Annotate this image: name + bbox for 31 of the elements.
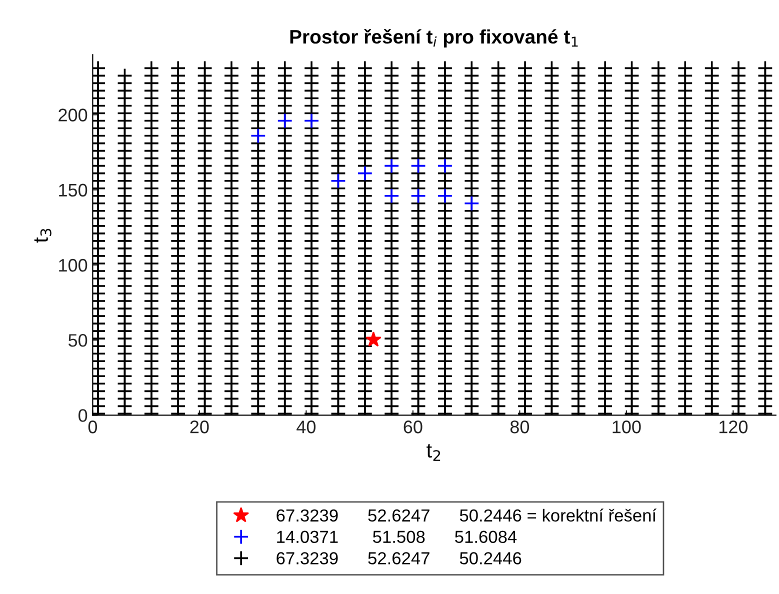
legend-label: 67.3239 52.6247 50.2446 bbox=[276, 552, 522, 564]
y-tick-label: 100 bbox=[59, 258, 88, 272]
point bbox=[365, 331, 382, 347]
x-tick-label: 0 bbox=[88, 420, 98, 434]
point bbox=[276, 112, 293, 129]
legend-label: 14.0371 51.508 51.6084 bbox=[277, 530, 517, 544]
y-axis-title: t$_{3}$ bbox=[34, 228, 52, 243]
x-tick-label: 20 bbox=[190, 420, 209, 434]
chart-title: Prostor řešení t$_{i}$ pro fixované t$_{1}$ bbox=[290, 28, 578, 48]
x-tick-label: 80 bbox=[510, 420, 530, 434]
x-tick-label: 40 bbox=[296, 420, 316, 434]
legend-label: 67.3239 52.6247 50.2446 = korektní řešení bbox=[276, 508, 656, 522]
point bbox=[304, 112, 320, 129]
point bbox=[464, 196, 480, 212]
x-tick-label: 60 bbox=[404, 420, 422, 434]
point bbox=[330, 172, 346, 189]
point bbox=[357, 165, 373, 182]
point bbox=[410, 158, 426, 174]
x-tick-label: 100 bbox=[612, 420, 641, 434]
point bbox=[437, 158, 453, 174]
x-tick-label: 120 bbox=[720, 420, 748, 434]
x-axis-title: t$_{2}$ bbox=[426, 444, 440, 461]
point bbox=[384, 158, 400, 174]
point bbox=[410, 188, 426, 204]
point bbox=[250, 128, 266, 144]
y-tick-label: 50 bbox=[68, 334, 88, 347]
y-tick-label: 150 bbox=[59, 184, 88, 197]
y-tick-label: 0 bbox=[78, 409, 88, 422]
point bbox=[437, 188, 453, 204]
y-tick-label: 200 bbox=[58, 108, 88, 122]
point bbox=[384, 188, 400, 204]
